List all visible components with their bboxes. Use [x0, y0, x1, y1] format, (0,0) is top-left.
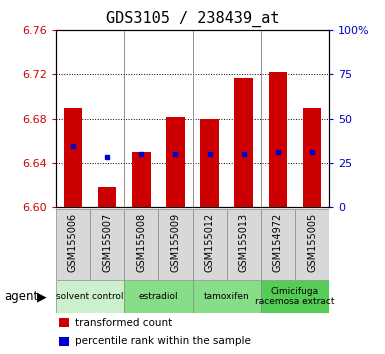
- Bar: [234, 78, 253, 207]
- Bar: [295, 209, 329, 280]
- Text: GSM154972: GSM154972: [273, 212, 283, 272]
- Bar: [192, 280, 261, 313]
- Bar: [158, 209, 192, 280]
- Bar: [124, 280, 192, 313]
- Bar: [90, 209, 124, 280]
- Bar: [268, 72, 287, 207]
- Text: GSM155006: GSM155006: [68, 212, 78, 272]
- Text: tamoxifen: tamoxifen: [204, 292, 249, 301]
- Bar: [132, 152, 151, 207]
- Bar: [261, 280, 329, 313]
- Text: agent: agent: [4, 290, 38, 303]
- Text: GSM155008: GSM155008: [136, 212, 146, 272]
- Bar: [56, 209, 90, 280]
- Text: ▶: ▶: [37, 290, 46, 303]
- Bar: [59, 318, 69, 327]
- Bar: [124, 209, 158, 280]
- Bar: [261, 209, 295, 280]
- Text: estradiol: estradiol: [139, 292, 178, 301]
- Bar: [56, 280, 124, 313]
- Bar: [200, 119, 219, 207]
- Text: solvent control: solvent control: [56, 292, 124, 301]
- Bar: [64, 108, 82, 207]
- Bar: [166, 118, 185, 207]
- Text: GSM155007: GSM155007: [102, 212, 112, 272]
- Text: GDS3105 / 238439_at: GDS3105 / 238439_at: [106, 11, 279, 27]
- Bar: [98, 187, 117, 207]
- Bar: [227, 209, 261, 280]
- Text: GSM155005: GSM155005: [307, 212, 317, 272]
- Text: percentile rank within the sample: percentile rank within the sample: [75, 336, 251, 346]
- Text: transformed count: transformed count: [75, 318, 172, 328]
- Text: GSM155012: GSM155012: [204, 212, 214, 272]
- Bar: [59, 337, 69, 346]
- Bar: [303, 108, 321, 207]
- Bar: [192, 209, 227, 280]
- Text: GSM155009: GSM155009: [171, 212, 181, 272]
- Text: GSM155013: GSM155013: [239, 212, 249, 272]
- Text: Cimicifuga
racemosa extract: Cimicifuga racemosa extract: [255, 287, 335, 306]
